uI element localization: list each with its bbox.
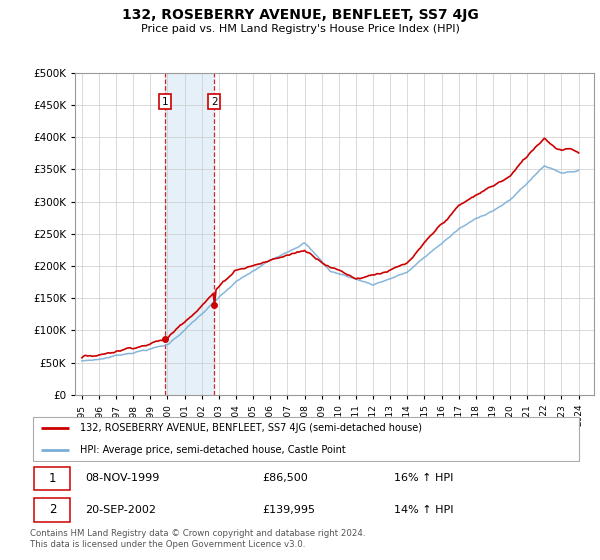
Text: 16% ↑ HPI: 16% ↑ HPI [394,473,454,483]
Bar [165,73,214,395]
Text: 2: 2 [211,97,217,107]
Text: 08-NOV-1999: 08-NOV-1999 [85,473,160,483]
FancyBboxPatch shape [34,498,70,522]
Text: Price paid vs. HM Land Registry's House Price Index (HPI): Price paid vs. HM Land Registry's House … [140,24,460,34]
Text: £86,500: £86,500 [262,473,308,483]
Text: 20-SEP-2002: 20-SEP-2002 [85,505,156,515]
Text: 14% ↑ HPI: 14% ↑ HPI [394,505,454,515]
Text: HPI: Average price, semi-detached house, Castle Point: HPI: Average price, semi-detached house,… [80,445,346,455]
Text: 1: 1 [49,472,56,485]
FancyBboxPatch shape [33,417,579,461]
Text: 132, ROSEBERRY AVENUE, BENFLEET, SS7 4JG (semi-detached house): 132, ROSEBERRY AVENUE, BENFLEET, SS7 4JG… [80,423,422,433]
Text: 2: 2 [49,503,56,516]
Text: Contains HM Land Registry data © Crown copyright and database right 2024.
This d: Contains HM Land Registry data © Crown c… [30,529,365,549]
Text: £139,995: £139,995 [262,505,315,515]
FancyBboxPatch shape [34,466,70,491]
Text: 132, ROSEBERRY AVENUE, BENFLEET, SS7 4JG: 132, ROSEBERRY AVENUE, BENFLEET, SS7 4JG [122,8,478,22]
Text: 1: 1 [162,97,169,107]
